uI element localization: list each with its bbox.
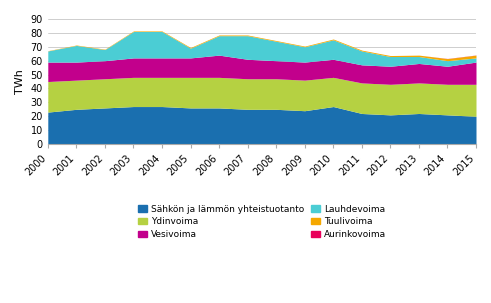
Y-axis label: TWh: TWh xyxy=(15,69,25,94)
Legend: Sähkön ja lämmön yhteistuotanto, Ydinvoima, Vesivoima, Lauhdevoima, Tuulivoima, : Sähkön ja lämmön yhteistuotanto, Ydinvoi… xyxy=(135,201,389,242)
